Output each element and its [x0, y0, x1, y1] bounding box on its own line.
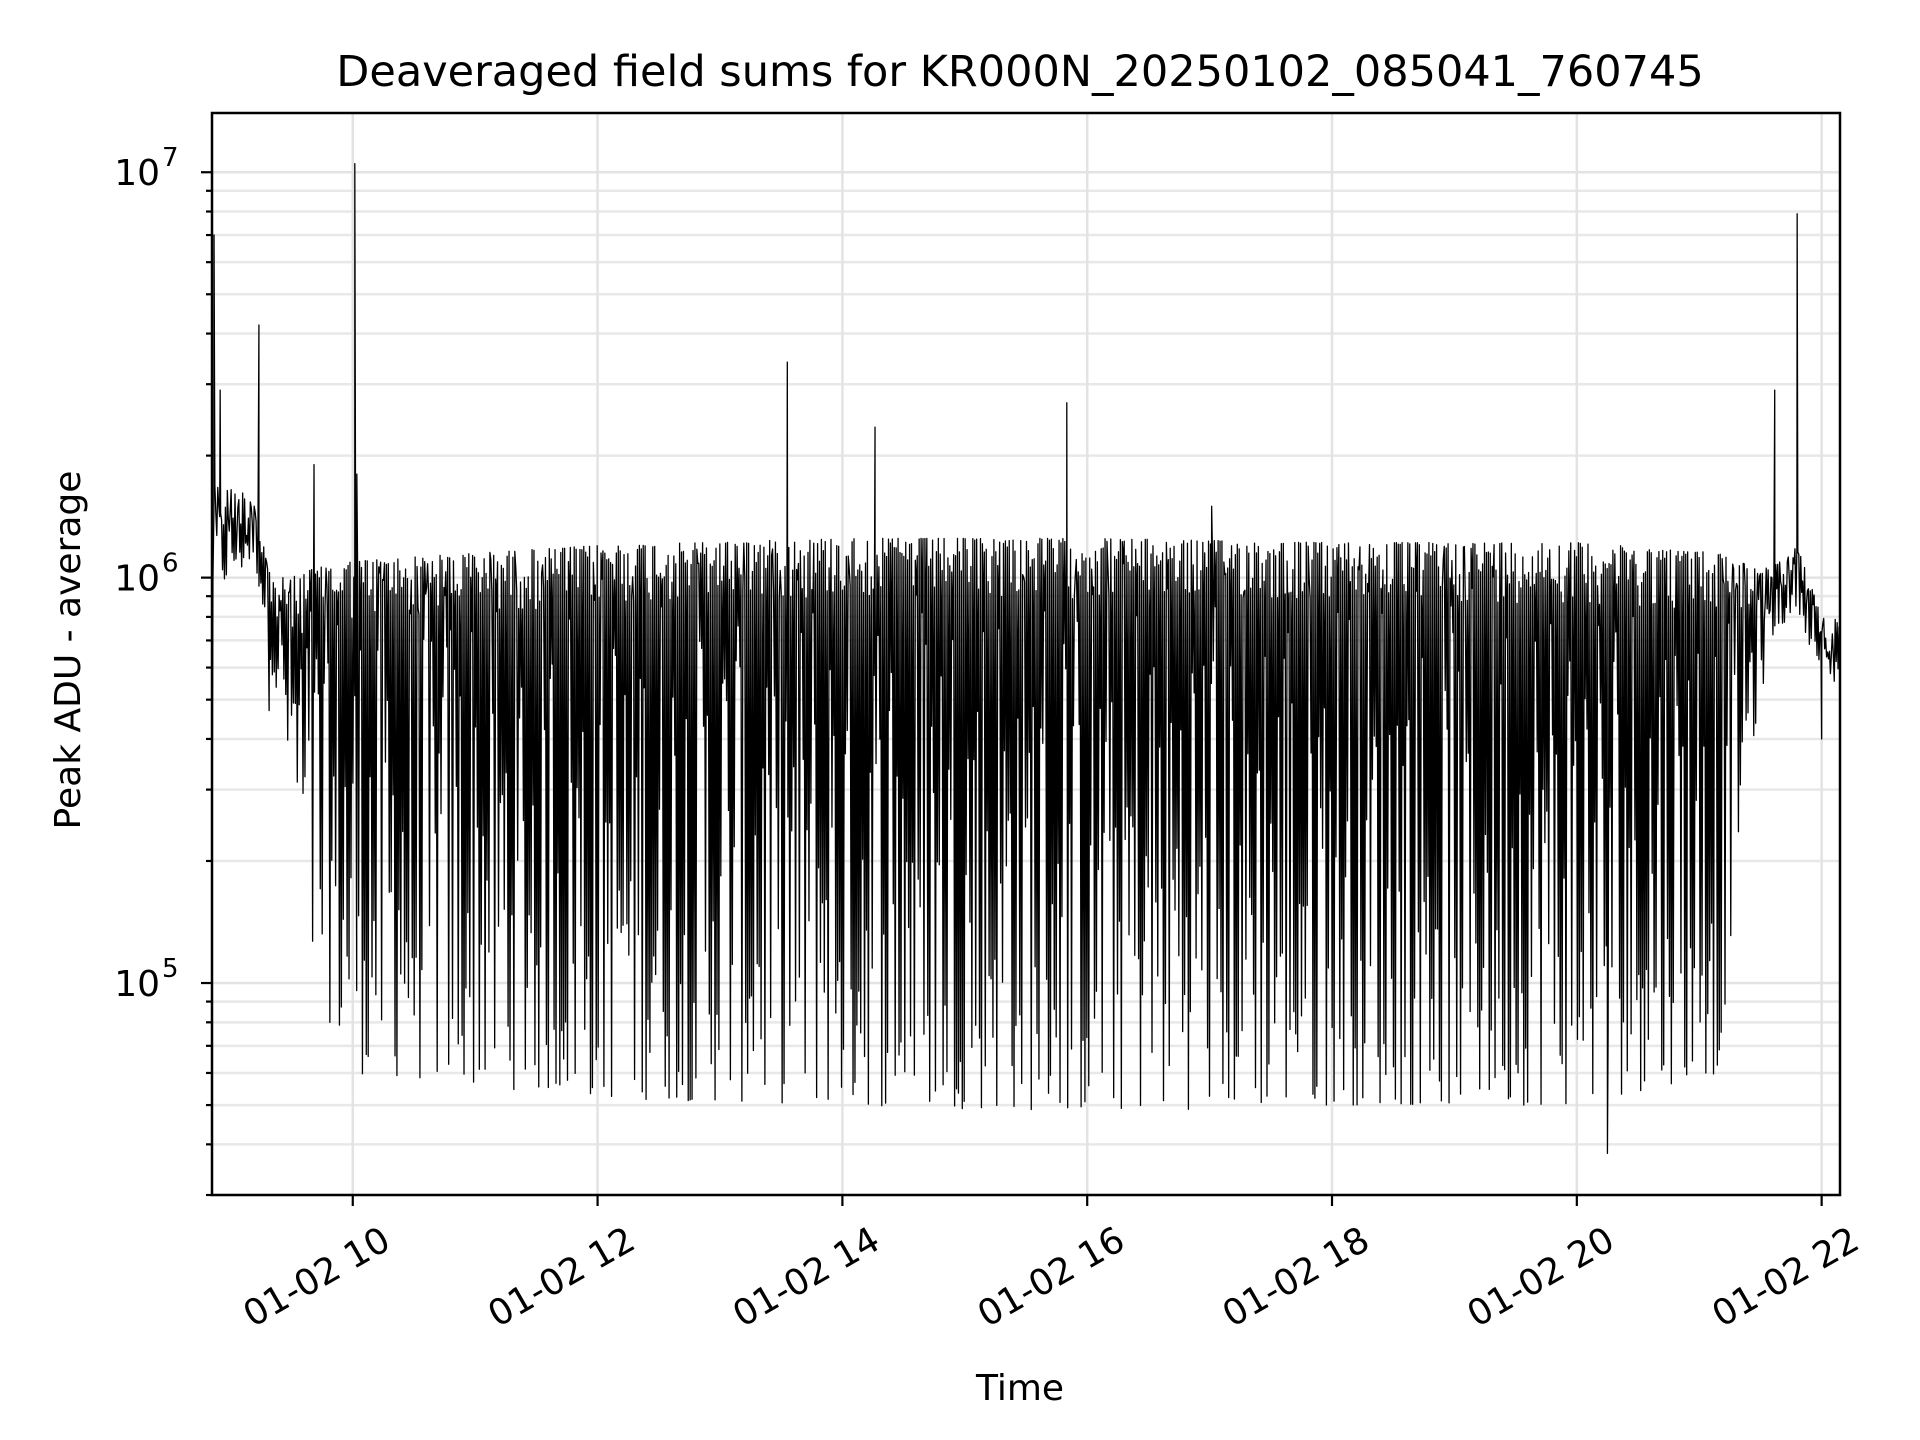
y-tick-label-exponent: 5: [162, 954, 179, 984]
y-tick-label-base: 10: [114, 559, 160, 600]
y-axis-label: Peak ADU - average: [48, 471, 89, 830]
y-tick-label: 10 7: [114, 143, 178, 194]
x-axis-label: Time: [975, 1368, 1064, 1409]
series-line: [211, 163, 1841, 1155]
y-tick-label-exponent: 6: [162, 549, 179, 579]
chart-title: Deaveraged field sums for KR000N_2025010…: [336, 47, 1703, 97]
y-tick-label-exponent: 7: [162, 143, 179, 173]
plot-area: [211, 163, 1841, 1155]
y-tick-label-base: 10: [114, 153, 160, 194]
axes-frame: [210, 111, 1842, 1197]
y-tick-label-base: 10: [114, 964, 160, 1005]
y-tick-label: 10 5: [114, 954, 178, 1005]
y-tick-label: 10 6: [114, 549, 178, 600]
